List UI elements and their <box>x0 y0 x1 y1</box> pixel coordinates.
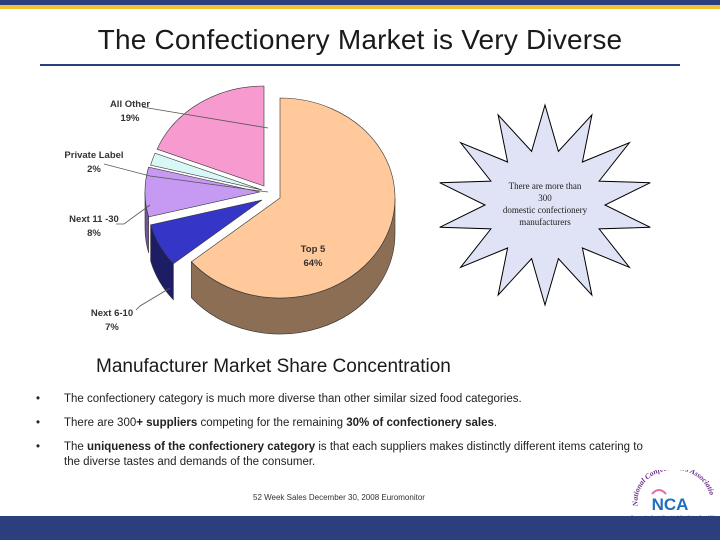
bullet-2-c: competing for the remaining <box>197 417 347 429</box>
value-top-5: 64% <box>303 258 323 269</box>
pie-slice-all-other <box>156 85 265 187</box>
pie-chart: There are more than 300 domestic confect… <box>64 85 651 335</box>
chart-subtitle: Manufacturer Market Share Concentration <box>96 356 451 377</box>
value-next-6-10: 7% <box>105 322 119 333</box>
leader-all-other <box>141 106 269 129</box>
bullet-3-b: uniqueness of the confectionery category <box>87 441 316 453</box>
leader-private-label <box>103 163 269 193</box>
bullet-list: The confectionery category is much more … <box>36 392 656 479</box>
source-note: 52 Week Sales December 30, 2008 Euromoni… <box>253 493 425 502</box>
logo-initials: NCA <box>652 495 689 514</box>
star-line-1: There are more than <box>509 181 582 191</box>
footer-bar <box>0 516 720 540</box>
header-blue-stripe <box>0 0 720 5</box>
slide-title: The Confectionery Market is Very Diverse <box>97 24 623 55</box>
bullet-2: There are 300+ suppliers competing for t… <box>36 416 656 431</box>
bullet-3-a: The <box>64 441 88 453</box>
star-line-3: domestic confectionery <box>503 205 588 215</box>
bullet-1-text: The confectionery category is much more … <box>64 393 522 405</box>
label-next-11-30: Next 11 -30 <box>69 214 119 225</box>
starburst-callout: There are more than 300 domestic confect… <box>439 103 651 307</box>
leader-next-11-30 <box>116 204 151 225</box>
label-top-5: Top 5 <box>301 244 326 255</box>
star-line-2: 300 <box>538 193 552 203</box>
bullet-2-b: + suppliers <box>136 417 198 429</box>
starburst-shape <box>439 103 651 307</box>
pie-slices <box>144 85 396 299</box>
value-private-label: 2% <box>87 164 101 175</box>
logo-swirl-icon <box>651 489 667 495</box>
pie-slice-top-5 <box>190 97 396 299</box>
bullet-3: The uniqueness of the confectionery cate… <box>36 440 656 470</box>
title-divider <box>40 64 680 66</box>
label-next-6-10: Next 6-10 <box>91 308 133 319</box>
label-private-label: Private Label <box>64 150 123 161</box>
nca-logo: National Confectioners Association NCA R… <box>630 470 716 519</box>
pie-slice-next-6-10 <box>150 199 263 265</box>
bullet-2-a: There are 300 <box>64 417 137 429</box>
leader-lines <box>103 106 269 311</box>
bullet-2-d: 30% of confectionery sales <box>346 417 494 429</box>
bullet-3-c: is that each suppliers makes distinctly … <box>64 441 643 468</box>
header-bar <box>0 0 720 9</box>
bullet-2-e: . <box>493 417 498 429</box>
label-all-other: All Other <box>110 99 150 110</box>
bullet-1: The confectionery category is much more … <box>36 392 656 407</box>
header-gold-stripe <box>0 5 720 9</box>
leader-next-6-10 <box>135 287 171 311</box>
pie-slice-private-label <box>150 152 263 191</box>
star-line-4: manufacturers <box>519 217 571 227</box>
value-all-other: 19% <box>120 113 140 124</box>
value-next-11-30: 8% <box>87 228 101 239</box>
